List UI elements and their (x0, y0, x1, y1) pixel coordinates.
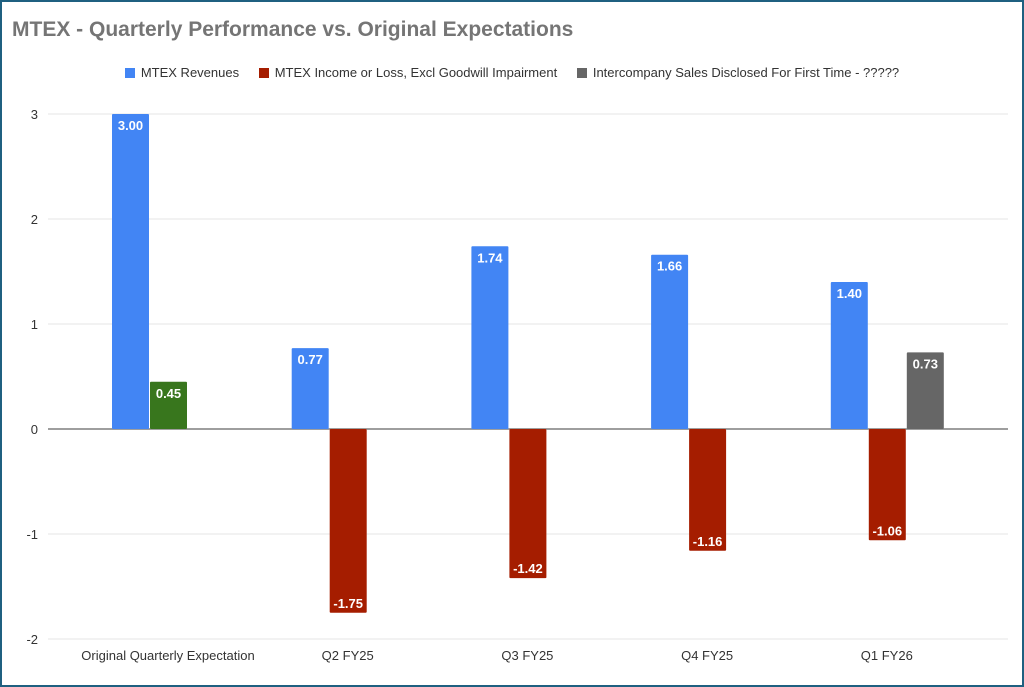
y-tick-label: -2 (26, 632, 38, 647)
data-label: 0.45 (156, 386, 181, 401)
bar (906, 352, 944, 429)
legend-item-income[interactable]: MTEX Income or Loss, Excl Goodwill Impai… (258, 65, 558, 80)
legend: MTEX Revenues MTEX Income or Loss, Excl … (0, 65, 1024, 81)
x-tick-label: Q2 FY25 (322, 648, 374, 663)
data-label: 1.66 (657, 259, 682, 274)
data-label: 0.77 (298, 352, 323, 367)
data-label: 0.73 (913, 356, 938, 371)
data-label: 1.74 (477, 250, 503, 265)
data-label: -1.06 (872, 523, 902, 538)
chart-title: MTEX - Quarterly Performance vs. Origina… (12, 18, 574, 41)
y-tick-label: 3 (31, 107, 38, 122)
legend-swatch (258, 67, 269, 78)
bar (329, 429, 367, 613)
legend-swatch (576, 67, 587, 78)
data-label: -1.75 (333, 596, 363, 611)
data-label: -1.42 (513, 561, 543, 576)
bar (471, 246, 509, 429)
legend-swatch (124, 67, 135, 78)
bar (868, 429, 906, 541)
data-label: -1.16 (693, 534, 723, 549)
y-tick-label: -1 (26, 527, 38, 542)
y-tick-label: 2 (31, 212, 38, 227)
legend-label: MTEX Revenues (140, 65, 240, 80)
x-tick-label: Q4 FY25 (681, 648, 733, 663)
data-label: 1.40 (837, 286, 862, 301)
bar (112, 114, 149, 429)
y-tick-label: 0 (31, 422, 38, 437)
legend-item-revenues[interactable]: MTEX Revenues (124, 65, 240, 80)
data-label: 3.00 (118, 118, 143, 133)
x-tick-label: Q1 FY26 (861, 648, 913, 663)
bar (651, 254, 689, 429)
bar (689, 429, 727, 551)
bar (509, 429, 547, 579)
bar (830, 282, 868, 429)
bar (150, 381, 187, 429)
legend-label: MTEX Income or Loss, Excl Goodwill Impai… (274, 65, 558, 80)
y-tick-label: 1 (31, 317, 38, 332)
legend-label: Intercompany Sales Disclosed For First T… (592, 65, 900, 80)
x-tick-label: Q3 FY25 (501, 648, 553, 663)
x-tick-label: Original Quarterly Expectation (81, 648, 254, 663)
bar (291, 348, 329, 429)
legend-item-intercompany[interactable]: Intercompany Sales Disclosed For First T… (576, 65, 900, 80)
